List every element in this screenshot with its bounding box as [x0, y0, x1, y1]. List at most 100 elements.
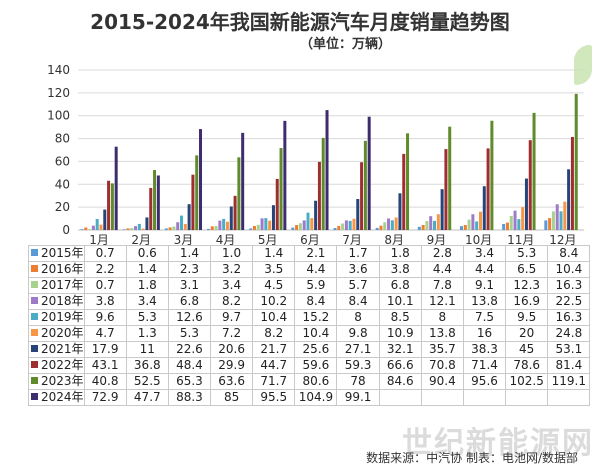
table-cell: 16.3 — [547, 277, 591, 294]
table-cell: 16.3 — [547, 309, 591, 326]
bar — [467, 219, 471, 230]
table-cell: 3.2 — [210, 261, 254, 278]
table-cell: 80.6 — [294, 373, 338, 390]
bar — [383, 222, 387, 230]
table-cell: 13.8 — [462, 293, 507, 310]
x-tick-label: 3月 — [174, 233, 194, 245]
bar — [363, 140, 367, 230]
bar — [398, 193, 402, 230]
bar — [84, 227, 88, 230]
bar — [502, 223, 506, 230]
table-cell: 22.5 — [547, 293, 591, 310]
table-cell — [378, 389, 422, 406]
bar — [195, 155, 199, 230]
bar — [317, 161, 321, 230]
table-row: 2016年 2.2 1.4 2.3 3.2 3.5 4.4 3.6 3.8 4.4 4.4 6.5 10… — [28, 261, 591, 278]
table-cell: 6.8 — [378, 277, 422, 294]
table-cell: 3.8 — [378, 261, 422, 278]
table-cell: 9.6 — [83, 309, 127, 326]
bar — [99, 224, 103, 230]
table-cell: 63.6 — [210, 373, 254, 390]
legend-entry: 2022年 — [28, 357, 85, 374]
legend-label: 2015年 — [41, 246, 84, 261]
bar — [130, 227, 134, 230]
table-cell: 12.6 — [167, 309, 212, 326]
table-cell: 1.8 — [378, 245, 422, 262]
table-cell: 48.4 — [167, 357, 212, 374]
table-cell: 52.5 — [125, 373, 169, 390]
table-cell: 85 — [210, 389, 254, 406]
bar — [306, 212, 310, 230]
bar — [341, 223, 345, 230]
table-cell: 4.4 — [462, 261, 507, 278]
bar — [570, 136, 574, 230]
table-row: 2020年 4.7 1.3 5.3 7.2 8.2 10.4 9.8 10.9 13.8 16 20 2… — [28, 325, 591, 342]
bar — [233, 195, 237, 230]
bar — [141, 228, 145, 230]
bar — [114, 146, 118, 230]
gridlines — [78, 69, 584, 231]
table-cell: 6.8 — [167, 293, 212, 310]
bar — [91, 225, 95, 230]
bar — [490, 120, 494, 230]
bar — [463, 224, 467, 230]
bar — [352, 218, 356, 230]
table-cell: 10.4 — [294, 325, 338, 342]
bar — [229, 206, 233, 230]
source-note: 数据来源：中汽协 制表：电池网/数据部 — [366, 451, 578, 465]
bar — [153, 170, 157, 230]
table-cell: 4.4 — [294, 261, 338, 278]
table-cell: 1.0 — [210, 245, 254, 262]
y-tick-label: 140 — [47, 63, 70, 77]
table-cell: 66.6 — [378, 357, 422, 374]
bar — [314, 200, 318, 230]
table-cell: 16 — [462, 325, 507, 342]
table-cell: 88.3 — [167, 389, 212, 406]
table-row: 2023年 40.8 52.5 65.3 63.6 71.7 80.6 78 84.6 90.4 9… — [28, 373, 591, 390]
bar — [176, 222, 180, 230]
bar — [440, 189, 444, 230]
table-cell: 45 — [505, 341, 549, 358]
legend-entry: 2019年 — [28, 309, 85, 326]
table-cell: 65.3 — [167, 373, 212, 390]
legend-label: 2021年 — [41, 342, 84, 357]
table-cell: 1.4 — [252, 245, 296, 262]
bars — [80, 93, 578, 230]
table-cell: 72.9 — [83, 389, 127, 406]
table-cell: 5.3 — [125, 309, 169, 326]
table-cell: 4.4 — [420, 261, 464, 278]
table-cell: 2.1 — [294, 245, 338, 262]
chart-title: 2015-2024年我国新能源汽车月度销量趋势图 — [90, 10, 510, 34]
x-axis-labels: 1月 2月 3月 4月 5月 6月 7月 8月 9月 10月 11月 12月 — [89, 233, 576, 245]
table-cell: 59.3 — [336, 357, 380, 374]
bar — [555, 204, 559, 230]
bar — [482, 186, 486, 230]
x-tick-label: 4月 — [216, 233, 236, 245]
table-cell — [462, 389, 507, 406]
table-cell: 47.7 — [125, 389, 169, 406]
table-cell: 21.7 — [252, 341, 296, 358]
bar — [149, 187, 153, 230]
data-table: 2015年 0.7 0.6 1.4 1.0 1.4 2.1 1.7 1.8 2.8 3.4 5.3 8.… — [28, 245, 591, 406]
bar — [367, 116, 371, 230]
legend-key-icon — [31, 313, 38, 320]
bar — [199, 129, 203, 230]
table-cell: 10.2 — [252, 293, 296, 310]
legend-label: 2022年 — [41, 358, 84, 373]
table-cell: 1.4 — [167, 245, 212, 262]
table-cell: 8.5 — [378, 309, 422, 326]
bar — [145, 217, 149, 230]
bar — [264, 218, 268, 230]
bar — [271, 205, 275, 230]
bar — [172, 226, 176, 230]
bar — [80, 229, 84, 230]
table-cell: 3.4 — [125, 293, 169, 310]
y-tick-label: 40 — [55, 177, 70, 191]
bar — [333, 228, 337, 230]
table-cell: 22.6 — [167, 341, 212, 358]
table-cell: 9.7 — [210, 309, 254, 326]
bar — [164, 228, 168, 230]
x-tick-label: 11月 — [507, 233, 534, 245]
bar — [521, 207, 525, 230]
table-cell: 1.4 — [125, 261, 169, 278]
